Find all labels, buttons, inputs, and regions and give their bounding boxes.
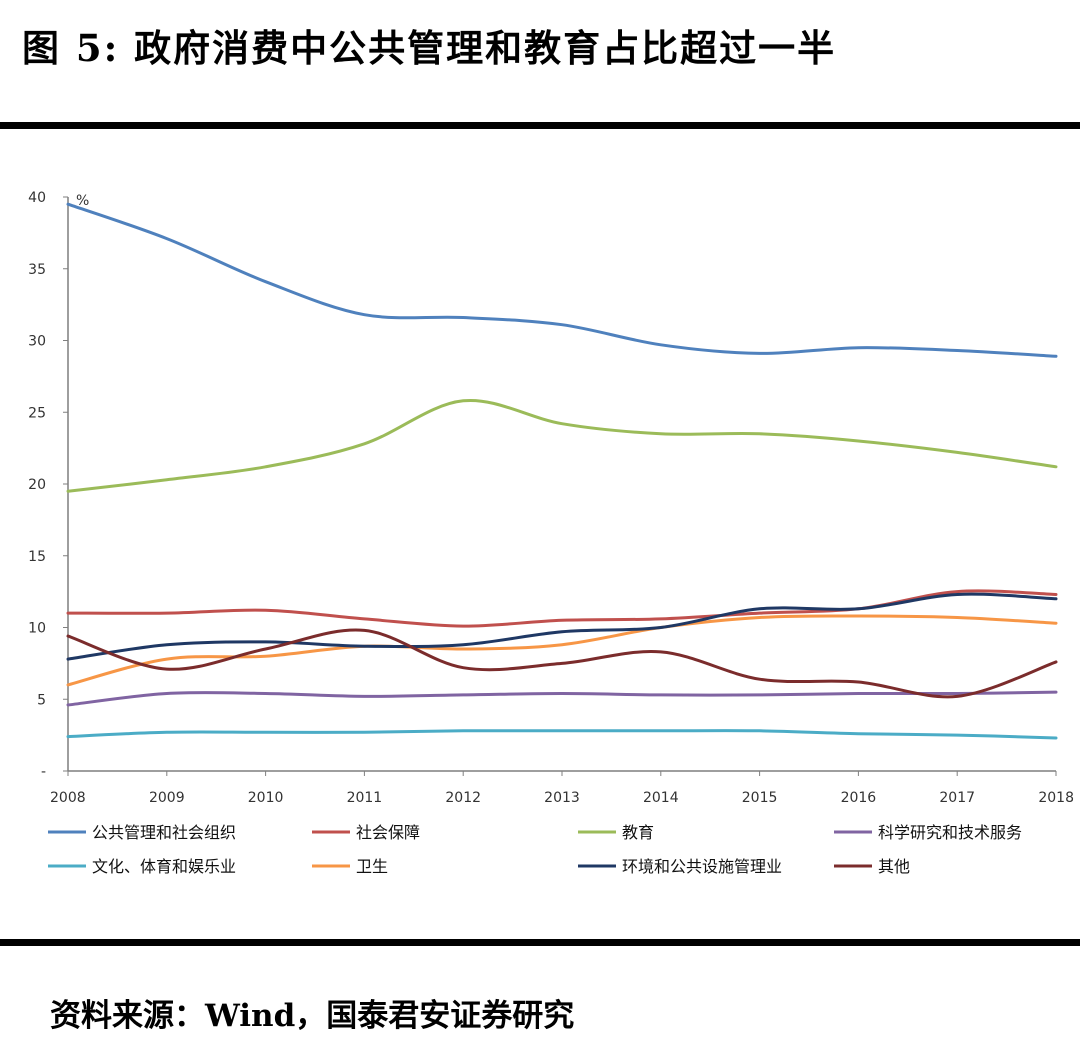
series-line-6 xyxy=(66,614,1058,687)
series-line-1 xyxy=(66,202,1058,358)
bottom-rule xyxy=(0,939,1080,946)
source-note: 资料来源：Wind，国泰君安证券研究 xyxy=(50,998,575,1034)
y-tick-label: 40 xyxy=(28,190,46,206)
series-line-3 xyxy=(66,398,1058,493)
x-tick-label: 2014 xyxy=(643,790,679,806)
y-tick-label: 25 xyxy=(28,405,46,421)
x-tick-label: 2011 xyxy=(347,790,383,806)
series-lines xyxy=(66,202,1058,740)
x-tick-label: 2010 xyxy=(248,790,284,806)
chart-axes xyxy=(67,197,1056,772)
y-tick-label: 30 xyxy=(28,334,46,350)
legend-label: 教育 xyxy=(622,823,654,842)
y-tick-label: - xyxy=(41,764,46,780)
page-title: 图 5: 政府消费中公共管理和教育占比超过一半 xyxy=(22,26,837,70)
x-axis-ticks: 2008 2009 2010 2011 2012 2013 2014 2015 2016 2017… xyxy=(50,771,1074,806)
legend-label: 卫生 xyxy=(356,857,388,876)
x-tick-label: 2008 xyxy=(50,790,86,806)
x-tick-label: 2018 xyxy=(1038,790,1074,806)
series-line-5 xyxy=(66,729,1058,740)
y-tick-label: 10 xyxy=(28,621,46,637)
y-tick-label: 35 xyxy=(28,262,46,278)
y-tick-label: 15 xyxy=(28,549,46,565)
x-tick-label: 2015 xyxy=(742,790,778,806)
legend-label: 文化、体育和娱乐业 xyxy=(92,857,236,876)
legend-label: 环境和公共设施管理业 xyxy=(622,857,782,876)
legend-label: 公共管理和社会组织 xyxy=(92,823,236,842)
x-tick-label: 2016 xyxy=(841,790,877,806)
series-line-2 xyxy=(66,589,1058,628)
y-unit-label: % xyxy=(76,193,89,209)
legend-label: 科学研究和技术服务 xyxy=(878,823,1022,842)
series-line-8 xyxy=(66,628,1058,699)
series-line-4 xyxy=(66,690,1058,707)
y-tick-label: 5 xyxy=(37,692,46,708)
legend-label: 社会保障 xyxy=(356,823,420,842)
x-tick-label: 2017 xyxy=(939,790,975,806)
y-tick-label: 20 xyxy=(28,477,46,493)
x-tick-label: 2009 xyxy=(149,790,185,806)
x-tick-label: 2013 xyxy=(544,790,580,806)
x-tick-label: 2012 xyxy=(445,790,481,806)
series-line-7 xyxy=(66,592,1058,661)
legend-label: 其他 xyxy=(878,857,910,876)
top-rule xyxy=(0,122,1080,129)
y-axis-ticks: - 5 10 15 20 25 30 35 40% xyxy=(28,190,89,780)
